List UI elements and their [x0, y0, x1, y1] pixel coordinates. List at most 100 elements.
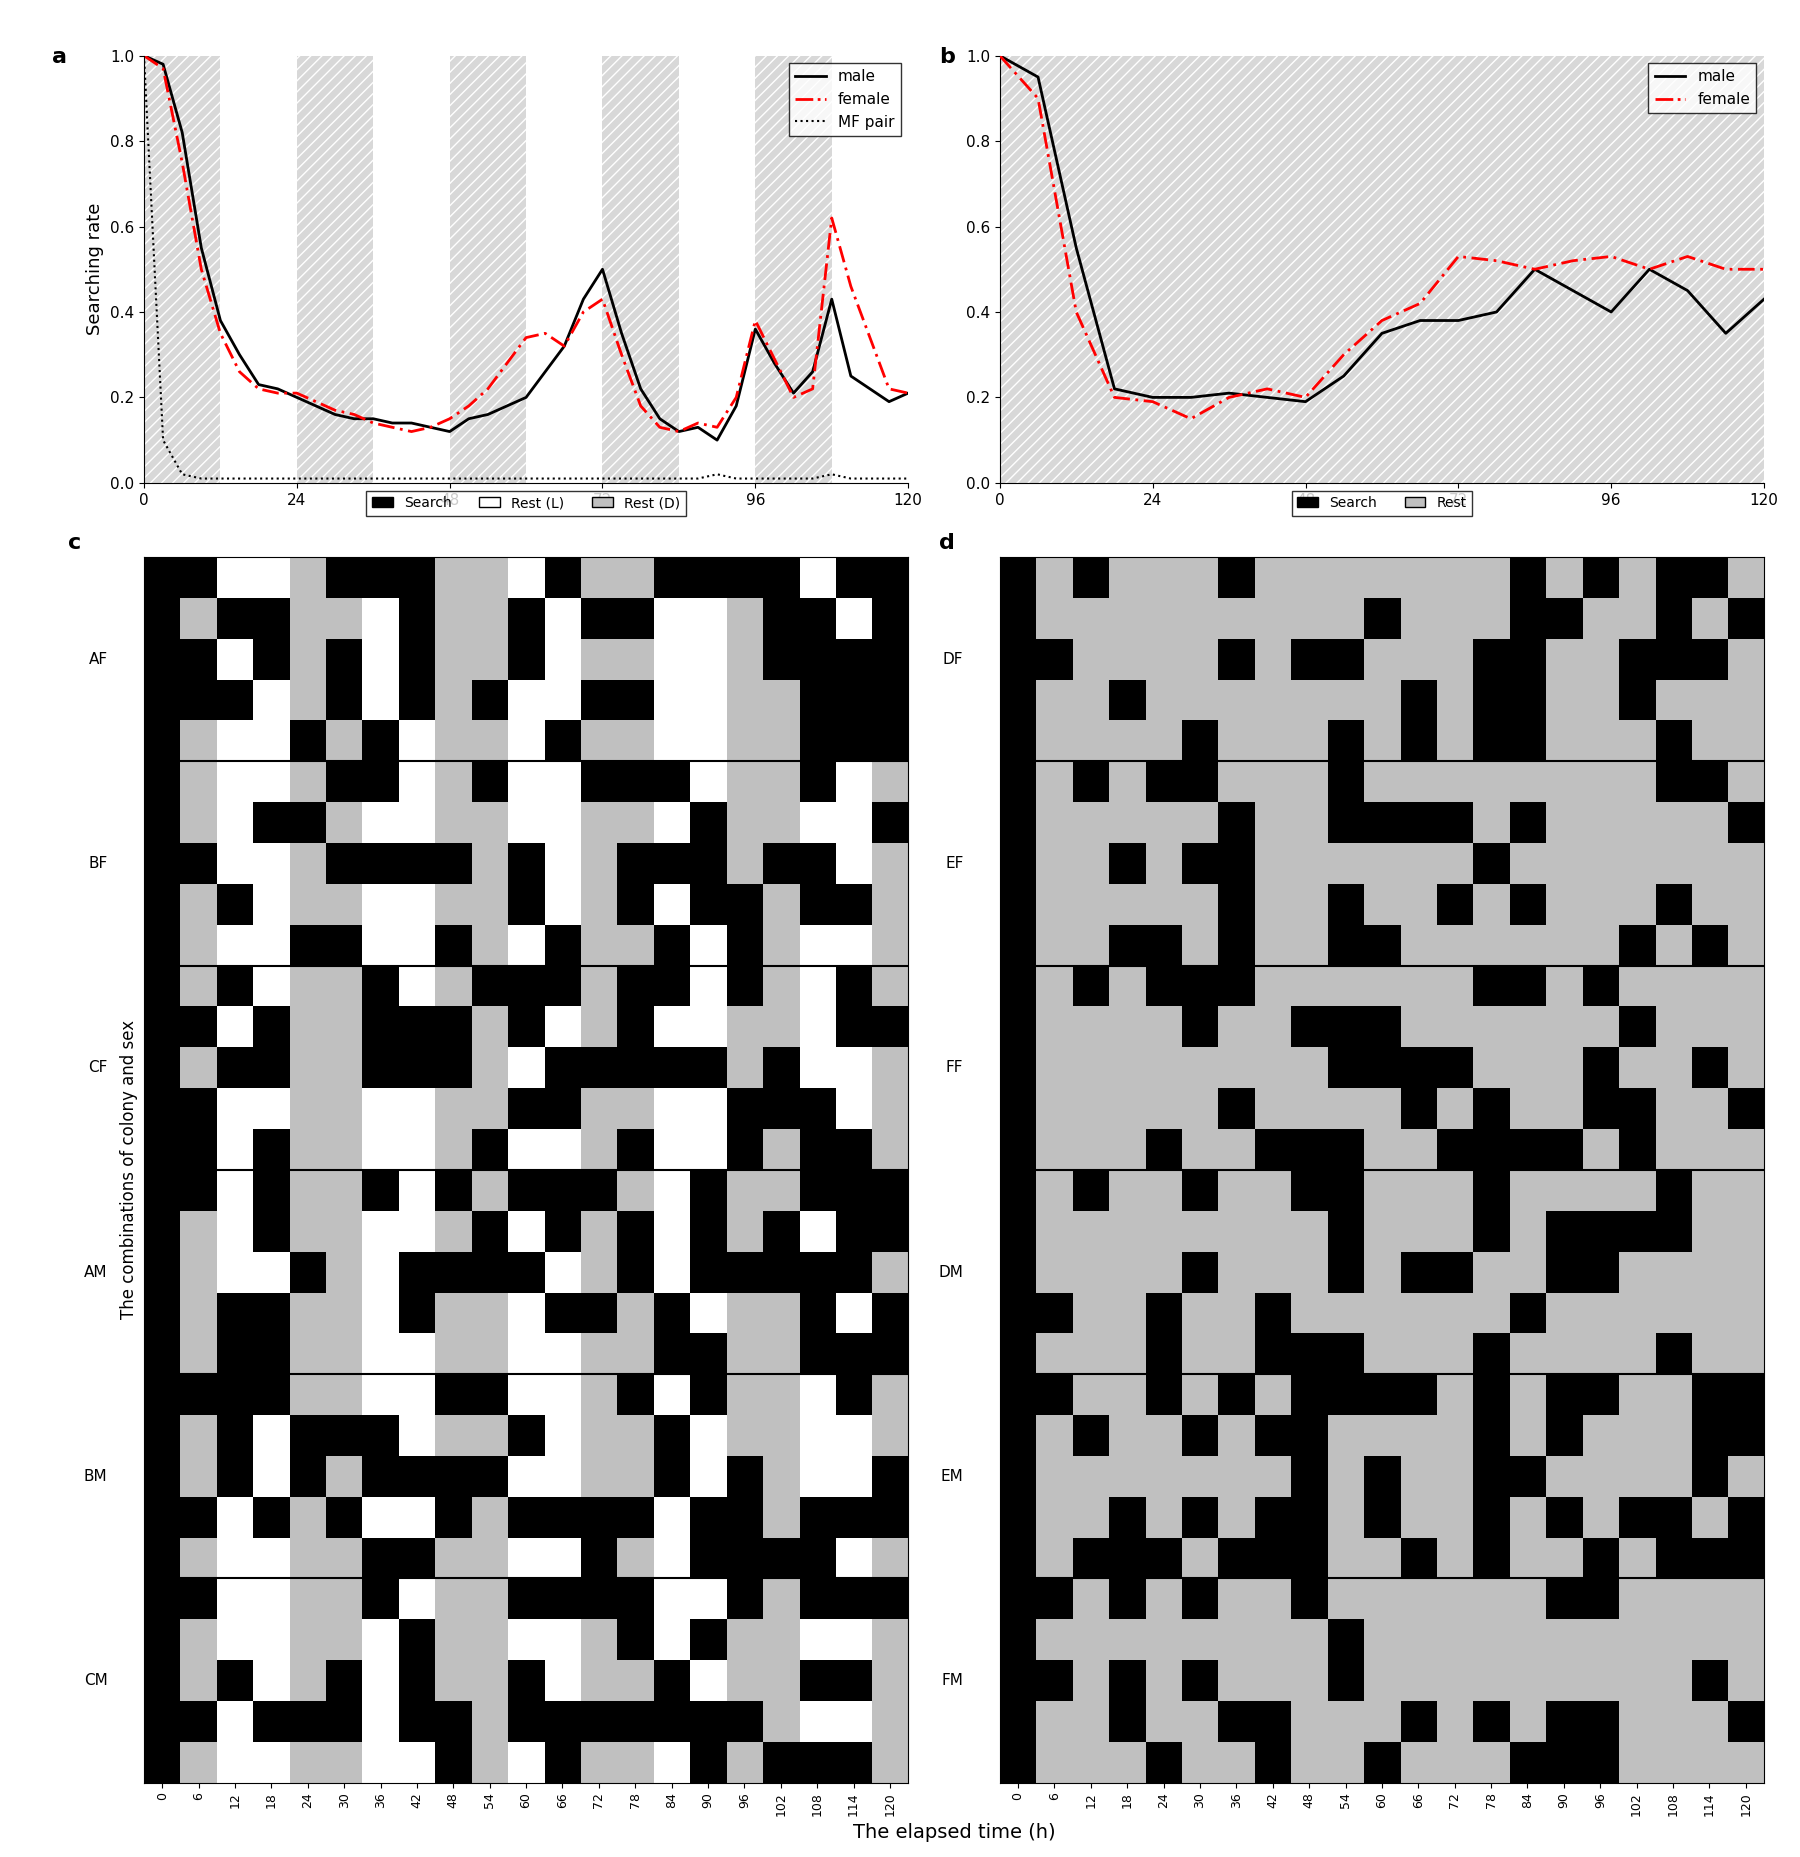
male [382, 412, 403, 435]
Text: EF: EF [945, 856, 963, 871]
female [191, 258, 212, 280]
Text: a: a [52, 46, 67, 67]
MF pair [688, 468, 709, 490]
MF pair [344, 468, 365, 490]
male [592, 258, 614, 280]
Text: FM: FM [941, 1673, 963, 1688]
female [248, 377, 270, 399]
female [1294, 386, 1316, 409]
male [878, 390, 900, 412]
male [401, 412, 423, 435]
Text: CF: CF [88, 1060, 108, 1075]
female [763, 347, 785, 370]
male [1256, 386, 1278, 409]
MF pair [266, 468, 288, 490]
female [688, 412, 709, 435]
MF pair [497, 468, 518, 490]
male [668, 420, 689, 442]
female [1141, 390, 1163, 412]
male [1181, 386, 1202, 409]
Bar [603, 56, 679, 483]
female [1753, 258, 1775, 280]
Bar [144, 56, 220, 483]
Text: FF: FF [947, 1060, 963, 1075]
Legend: male, female, MF pair: male, female, MF pair [788, 63, 900, 136]
Legend: Search, Rest (L), Rest (D): Search, Rest (L), Rest (D) [367, 490, 686, 516]
female [1600, 245, 1622, 267]
male [1103, 377, 1125, 399]
female [286, 383, 308, 405]
female [439, 409, 461, 431]
Text: BF: BF [88, 856, 108, 871]
male [1600, 301, 1622, 323]
female [477, 377, 499, 399]
Bar [450, 56, 526, 483]
female [821, 206, 842, 228]
MF pair [898, 468, 920, 490]
MF pair [706, 462, 727, 485]
male [1678, 279, 1699, 301]
male [248, 373, 270, 396]
female [457, 396, 479, 418]
Bar [756, 56, 832, 483]
Text: CM: CM [85, 1673, 108, 1688]
MF pair [859, 468, 880, 490]
male [229, 344, 250, 366]
female [859, 327, 880, 349]
MF pair [401, 468, 423, 490]
female [497, 353, 518, 375]
male [324, 403, 346, 425]
male [725, 396, 747, 418]
male [191, 236, 212, 258]
MF pair [668, 468, 689, 490]
male [209, 310, 230, 332]
male [362, 409, 383, 431]
female [668, 420, 689, 442]
female [1562, 249, 1584, 271]
female [630, 396, 652, 418]
male [306, 396, 328, 418]
male [133, 45, 155, 67]
male [610, 323, 632, 345]
male [572, 288, 594, 310]
female [344, 403, 365, 425]
Text: AM: AM [85, 1265, 108, 1279]
female [706, 416, 727, 438]
female [1638, 258, 1660, 280]
female [209, 323, 230, 345]
male [171, 121, 193, 143]
Text: b: b [940, 46, 954, 67]
MF pair [133, 45, 155, 67]
female [745, 310, 767, 332]
male [535, 360, 556, 383]
male [286, 386, 308, 409]
male [419, 416, 441, 438]
female [553, 334, 574, 357]
male [745, 318, 767, 340]
female [1066, 301, 1087, 323]
female [1678, 245, 1699, 267]
female [535, 323, 556, 345]
male [1028, 67, 1049, 89]
MF pair [382, 468, 403, 490]
male [439, 420, 461, 442]
male [801, 360, 823, 383]
MF pair [248, 468, 270, 490]
MF pair [745, 468, 767, 490]
male [841, 364, 862, 388]
male [1525, 258, 1546, 280]
female [801, 377, 823, 399]
Text: c: c [68, 533, 81, 553]
Text: EM: EM [941, 1469, 963, 1484]
MF pair [535, 468, 556, 490]
female [988, 45, 1010, 67]
male [515, 386, 536, 409]
female [1219, 386, 1240, 409]
female [783, 386, 805, 409]
MF pair [171, 462, 193, 485]
Line: female: female [999, 56, 1764, 420]
Bar [450, 56, 526, 483]
male [859, 377, 880, 399]
MF pair [878, 468, 900, 490]
male [1485, 301, 1507, 323]
